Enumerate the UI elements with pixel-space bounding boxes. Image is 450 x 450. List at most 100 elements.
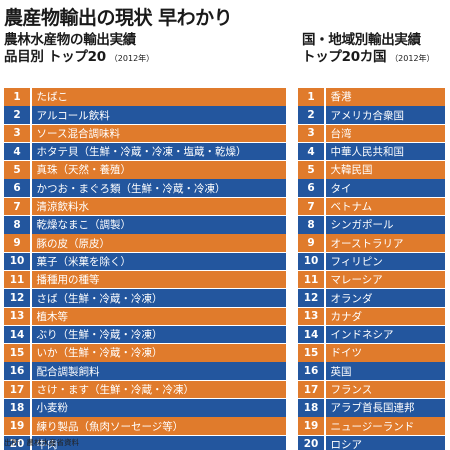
country-rank: 12 <box>303 292 319 305</box>
country-row: 12 オランダ <box>298 289 445 307</box>
countries-heading: 国・地域別輸出実績 トップ20カ国 （2012年） <box>302 32 450 67</box>
item-name: 乾燥なまこ（調製） <box>36 219 132 232</box>
item-name: 配合調製飼料 <box>36 365 100 378</box>
row-divider <box>324 252 326 271</box>
row-divider <box>30 252 32 271</box>
item-name: 植木等 <box>36 310 69 323</box>
item-name: ホタテ貝（生鮮・冷蔵・冷凍・塩蔵・乾燥） <box>36 146 247 159</box>
item-name: 真珠（天然・養殖） <box>36 164 132 177</box>
items-heading: 農林水産物の輸出実績 品目別 トップ20 （2012年） <box>4 32 284 67</box>
row-divider <box>30 325 32 344</box>
country-rank: 13 <box>303 310 319 323</box>
row-divider <box>324 124 326 143</box>
item-name: 菓子（米菓を除く） <box>36 255 132 268</box>
item-rank: 11 <box>9 273 25 286</box>
row-divider <box>324 161 326 179</box>
item-row: 10 菓子（米菓を除く） <box>4 252 286 271</box>
country-row: 6 タイ <box>298 179 445 197</box>
country-row: 10 フィリピン <box>298 252 445 271</box>
item-row: 8 乾燥なまこ（調製） <box>4 216 286 234</box>
country-rank: 19 <box>303 420 319 433</box>
row-divider <box>30 142 32 161</box>
country-name: 大韓民国 <box>330 164 373 177</box>
item-name: アルコール飲料 <box>36 109 110 122</box>
country-rank: 16 <box>303 365 319 378</box>
row-divider <box>30 179 32 197</box>
item-row: 3 ソース混合調味料 <box>4 124 286 143</box>
item-rank: 8 <box>13 218 21 231</box>
item-name: 豚の皮（原皮） <box>36 237 111 250</box>
item-row: 6 かつお・まぐろ類（生鮮・冷蔵・冷凍） <box>4 179 286 197</box>
item-rank: 3 <box>13 127 21 140</box>
country-rank: 18 <box>303 401 319 414</box>
items-heading-line2: 品目別 トップ20 （2012年） <box>4 49 284 67</box>
country-rank: 2 <box>307 109 315 122</box>
row-divider <box>30 106 32 124</box>
country-rank: 1 <box>307 90 315 103</box>
country-name: 中華人民共和国 <box>330 146 405 159</box>
country-name: 台湾 <box>330 127 352 140</box>
item-row: 20 牛肉 <box>4 435 286 450</box>
items-ranking-table: 1 たばこ 2 アルコール飲料 3 ソース混合調味料 4 ホタテ貝（生鮮・冷蔵・冷凍・塩蔵・乾… <box>4 88 286 450</box>
items-heading-title: 品目別 トップ20 <box>4 49 106 65</box>
item-rank: 2 <box>13 109 21 122</box>
items-heading-line1: 農林水産物の輸出実績 <box>4 32 136 48</box>
country-row: 15 ドイツ <box>298 344 445 362</box>
row-divider <box>324 179 326 197</box>
country-name: ベトナム <box>330 201 373 214</box>
item-name: さば（生鮮・冷蔵・冷凍） <box>36 292 163 305</box>
row-divider <box>324 325 326 344</box>
row-divider <box>30 380 32 399</box>
row-divider <box>324 380 326 399</box>
country-name: オランダ <box>330 292 373 305</box>
country-name: アラブ首長国連邦 <box>330 402 415 415</box>
row-divider <box>30 399 32 417</box>
country-rank: 7 <box>307 200 315 213</box>
item-name: さけ・ます（生鮮・冷蔵・冷凍） <box>36 384 195 396</box>
item-row: 12 さば（生鮮・冷蔵・冷凍） <box>4 289 286 307</box>
country-row: 3 台湾 <box>298 124 445 143</box>
country-row: 9 オーストラリア <box>298 234 445 252</box>
row-divider <box>30 362 32 380</box>
countries-heading-title: トップ20カ国 <box>302 49 387 65</box>
country-row: 16 英国 <box>298 362 445 380</box>
country-rank: 9 <box>307 237 315 250</box>
countries-ranking-table: 1 香港 2 アメリカ合衆国 3 台湾 4 中華人民共和国 5 大韓民国 6 タイ 7 ベトナム 8 シンガポ… <box>298 88 445 450</box>
item-row: 15 いか（生鮮・冷蔵・冷凍） <box>4 344 286 362</box>
country-name: マレーシア <box>330 274 383 287</box>
item-row: 4 ホタテ貝（生鮮・冷蔵・冷凍・塩蔵・乾燥） <box>4 142 286 161</box>
item-rank: 10 <box>9 255 25 268</box>
country-name: 英国 <box>330 365 352 378</box>
row-divider <box>30 307 32 326</box>
countries-heading-line2: トップ20カ国 （2012年） <box>302 49 450 67</box>
country-rank: 3 <box>307 127 315 140</box>
item-rank: 9 <box>13 237 21 250</box>
country-rank: 8 <box>307 218 315 231</box>
row-divider <box>30 161 32 179</box>
item-rank: 1 <box>13 90 21 103</box>
country-name: オーストラリア <box>330 237 404 250</box>
country-row: 4 中華人民共和国 <box>298 142 445 161</box>
items-year-tag: （2012年） <box>109 54 155 63</box>
row-divider <box>30 270 32 289</box>
country-row: 13 カナダ <box>298 307 445 326</box>
row-divider <box>324 234 326 252</box>
item-name: ソース混合調味料 <box>36 127 120 140</box>
item-rank: 5 <box>13 163 21 176</box>
item-row: 13 植木等 <box>4 307 286 326</box>
item-rank: 17 <box>9 383 25 396</box>
country-rank: 15 <box>303 346 319 359</box>
row-divider <box>30 216 32 234</box>
country-rank: 6 <box>307 182 315 195</box>
item-name: 練り製品（魚肉ソーセージ等） <box>36 420 184 433</box>
country-rank: 11 <box>303 273 319 286</box>
country-rank: 20 <box>303 438 319 450</box>
country-name: フランス <box>330 384 373 396</box>
country-row: 20 ロシア <box>298 435 445 450</box>
item-name: 牛肉 <box>36 438 58 450</box>
item-row: 7 清涼飲料水 <box>4 197 286 216</box>
item-rank: 13 <box>9 310 25 323</box>
country-name: カナダ <box>330 310 363 323</box>
row-divider <box>30 344 32 362</box>
item-name: ぶり（生鮮・冷蔵・冷凍） <box>36 329 163 342</box>
